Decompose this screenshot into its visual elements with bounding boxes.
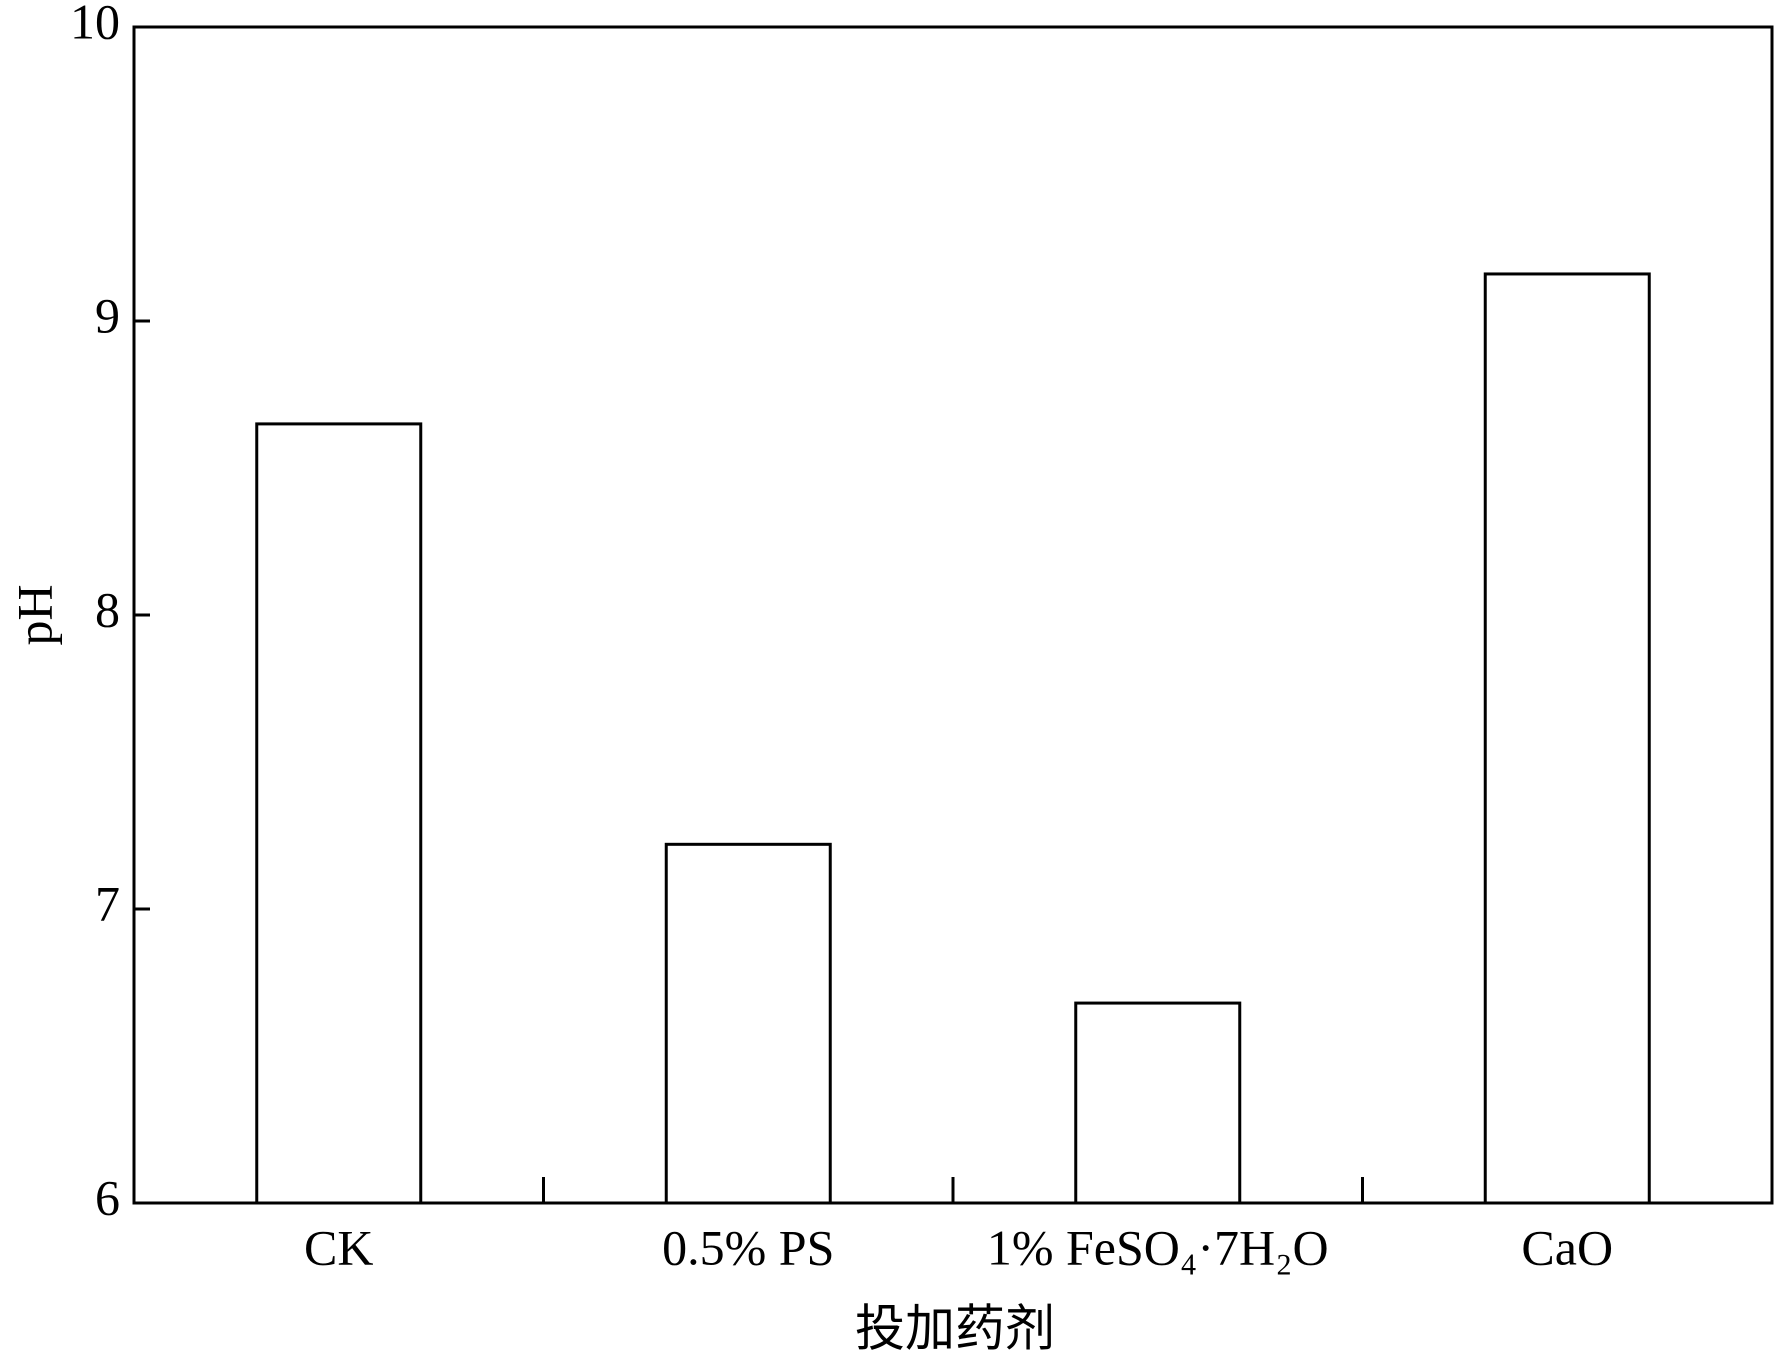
y-axis-title: pH <box>6 584 62 645</box>
x-tick-label: 1% FeSO₄·7H₂O <box>987 1219 1329 1275</box>
y-tick-label: 6 <box>95 1169 120 1225</box>
x-axis-title: 投加药剂 <box>855 1300 1055 1356</box>
y-tick-label: 8 <box>95 581 120 637</box>
x-tick-label: CK <box>304 1219 373 1275</box>
x-tick-label: 0.5% PS <box>662 1219 834 1275</box>
x-tick-label: CaO <box>1521 1219 1613 1275</box>
bar <box>1074 1001 1242 1205</box>
y-tick-label: 10 <box>70 0 120 49</box>
bar <box>1483 272 1651 1205</box>
y-tick-label: 7 <box>95 875 120 931</box>
bar <box>255 422 423 1205</box>
plot-frame <box>132 25 1774 1205</box>
y-tick-label: 9 <box>95 287 120 343</box>
bar <box>664 842 832 1205</box>
